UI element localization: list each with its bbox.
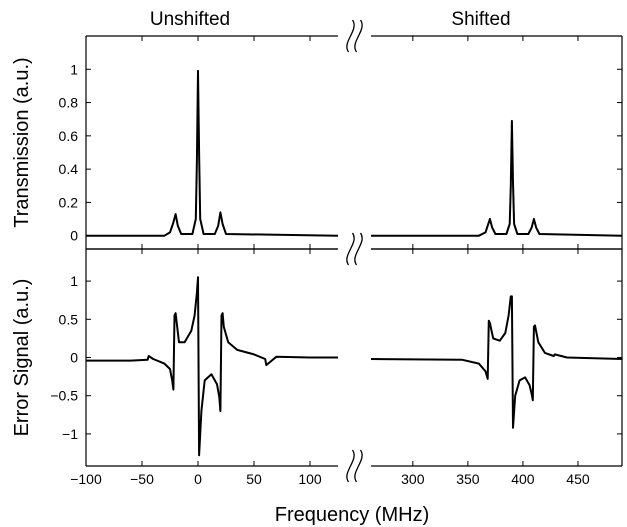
error-y-axis-label: Error Signal (a.u.) [11,279,33,437]
error-y-tick-label: 0.5 [59,311,79,327]
x-axis-label: Frequency (MHz) [275,504,429,526]
error-signal-panel: −1 −0.5 0 0.5 1 Error Signal (a.u.) −100 −50 0 50… [11,248,623,487]
x-tick-label: 0 [194,471,202,487]
left-column: Unshifted [150,9,230,30]
axis-break-marks [344,18,365,484]
x-tick-label: 450 [566,471,590,487]
transmission-y-tick-label: 0.2 [59,194,79,210]
transmission-panel: 0 0.2 0.4 0.6 0.8 1 Transmission (a.u.) [11,35,623,250]
panel-title-right: Shifted [451,9,510,30]
x-tick-label: 100 [298,471,322,487]
x-tick-label: 50 [246,471,262,487]
transmission-y-axis-label: Transmission (a.u.) [11,57,33,227]
axis-break-mask [344,448,365,484]
panel-title-left: Unshifted [150,9,230,30]
axis-break-squiggle [354,449,363,483]
transmission-y-tick-label: 0 [70,228,78,244]
error-y-tick-label: −1 [62,426,78,442]
axis-break-squiggle [346,449,355,483]
axis-break-mask [344,18,365,54]
error-series-line-left [86,276,338,457]
axis-break-squiggle [346,232,355,266]
x-tick-label: 300 [401,471,425,487]
transmission-y-tick-label: 1 [70,61,78,77]
transmission-y-tick-label: 0.6 [59,128,79,144]
transmission-series-line-right [371,119,623,237]
error-y-tick-label: 0 [70,350,78,366]
error-series-line-right [370,295,623,429]
x-tick-label: 400 [511,471,535,487]
axis-break-mask [344,231,365,267]
axis-break-squiggle [346,19,355,53]
transmission-y-tick-label: 0.4 [59,161,79,177]
error-y-tick-label: −0.5 [50,388,78,404]
x-tick-label: −50 [130,471,154,487]
transmission-series-line-left [86,69,339,237]
right-column: Shifted [451,9,510,30]
x-tick-label: 350 [456,471,480,487]
error-y-tick-label: 1 [70,273,78,289]
axis-break-squiggle [354,232,363,266]
axis-break-squiggle [354,19,363,53]
x-tick-label: −100 [70,471,102,487]
transmission-y-tick-label: 0.8 [59,95,79,111]
